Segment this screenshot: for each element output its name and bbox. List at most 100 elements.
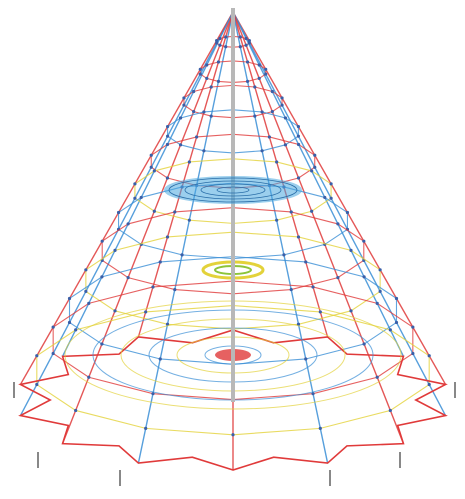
rope-knot — [280, 103, 284, 107]
rope-knot — [67, 296, 72, 301]
rope-knot — [166, 134, 170, 138]
rope-knot — [349, 248, 353, 253]
rope-knot — [216, 79, 221, 83]
rope-knot — [139, 195, 143, 200]
rope-knot — [152, 169, 156, 173]
rope-knot — [264, 67, 268, 71]
radial-rope — [19, 11, 234, 416]
rope-knot — [329, 196, 333, 200]
rope-knot — [267, 135, 271, 139]
rope-knot — [362, 239, 366, 243]
rope-knot — [388, 408, 392, 413]
rope-knot — [216, 60, 221, 64]
rope-knot — [149, 153, 153, 157]
rope-knot — [231, 433, 235, 437]
rope-knot — [35, 382, 39, 387]
radial-rope — [232, 11, 405, 357]
rope-knot — [198, 72, 202, 76]
rope-knot — [378, 289, 382, 293]
rope-knot — [411, 351, 415, 356]
rope-knot — [126, 276, 130, 280]
rope-knot — [283, 116, 288, 120]
rope-knot — [378, 268, 382, 272]
radial-rope — [232, 11, 329, 464]
rope-knot — [178, 143, 183, 147]
rope-knot — [304, 357, 308, 361]
rope-knot — [329, 182, 333, 186]
rope-knot — [296, 235, 301, 239]
radial-rope — [19, 11, 234, 385]
rope-knot — [257, 76, 261, 81]
rope-knot — [51, 351, 55, 356]
rope-knot — [336, 276, 340, 280]
rope-knot — [310, 209, 314, 213]
rope-knot — [182, 103, 186, 107]
rope-knot — [209, 114, 213, 118]
rope-knot — [304, 260, 308, 264]
rope-knot — [100, 342, 104, 346]
rope-knot — [238, 35, 242, 39]
rope-knot — [215, 39, 219, 43]
radial-rope — [61, 11, 234, 357]
rope-knot — [427, 354, 431, 358]
rope-knot — [51, 325, 55, 329]
rope-knot — [264, 72, 268, 76]
rope-knot — [289, 210, 293, 214]
rope-knot — [35, 354, 39, 358]
rope-knot — [165, 142, 170, 147]
rope-knot — [311, 392, 315, 396]
rope-knot — [100, 239, 104, 243]
rope-knot — [218, 36, 222, 41]
rope-knot — [318, 426, 322, 430]
rope-knot — [158, 357, 162, 361]
radial-rope — [232, 11, 329, 338]
rope-knot — [87, 301, 91, 305]
rope-knot — [173, 210, 177, 214]
rope-knot — [144, 426, 148, 430]
rope-knot — [394, 296, 399, 301]
rope-knot — [187, 218, 191, 222]
rope-knot — [245, 79, 250, 83]
rope-knot — [133, 182, 137, 186]
rope-knot — [313, 153, 317, 157]
platform-ring — [216, 186, 250, 194]
rope-knot — [209, 85, 213, 89]
rope-knot — [165, 176, 170, 180]
rope-knot — [192, 110, 196, 114]
rope-knot — [296, 176, 301, 180]
rope-knot — [178, 116, 183, 120]
rope-knot — [247, 39, 251, 43]
rope-knot — [224, 45, 228, 49]
rope-knot — [67, 320, 72, 325]
rope-knot — [244, 36, 248, 41]
rope-knot — [198, 67, 202, 71]
rope-knot — [218, 43, 222, 47]
radial-rope — [137, 11, 234, 464]
radial-rope — [61, 11, 234, 444]
platform-ring — [200, 183, 266, 197]
rope-knot — [192, 89, 196, 94]
rope-knot — [280, 96, 284, 100]
platform-ring — [168, 177, 298, 203]
rope-knot — [74, 408, 78, 413]
rope-knot — [283, 143, 288, 147]
rope-knot — [289, 287, 293, 292]
rope-knot — [318, 310, 322, 314]
rope-knot — [202, 149, 206, 153]
radial-rope — [137, 11, 234, 338]
rope-knot — [394, 320, 399, 325]
platform-ring — [184, 180, 282, 200]
rope-knot — [195, 135, 199, 139]
rope-knot — [116, 210, 121, 215]
rope-knot — [296, 142, 301, 147]
radial-rope — [232, 11, 447, 385]
rope-knot — [313, 165, 317, 169]
rope-knot — [362, 342, 366, 346]
rope-knot — [336, 222, 340, 226]
rope-knot — [375, 301, 379, 305]
rope-knot — [152, 209, 156, 213]
rope-knot — [257, 63, 261, 67]
rope-knot — [253, 114, 257, 118]
rope-knot — [275, 218, 279, 222]
rope-knot — [296, 124, 300, 129]
